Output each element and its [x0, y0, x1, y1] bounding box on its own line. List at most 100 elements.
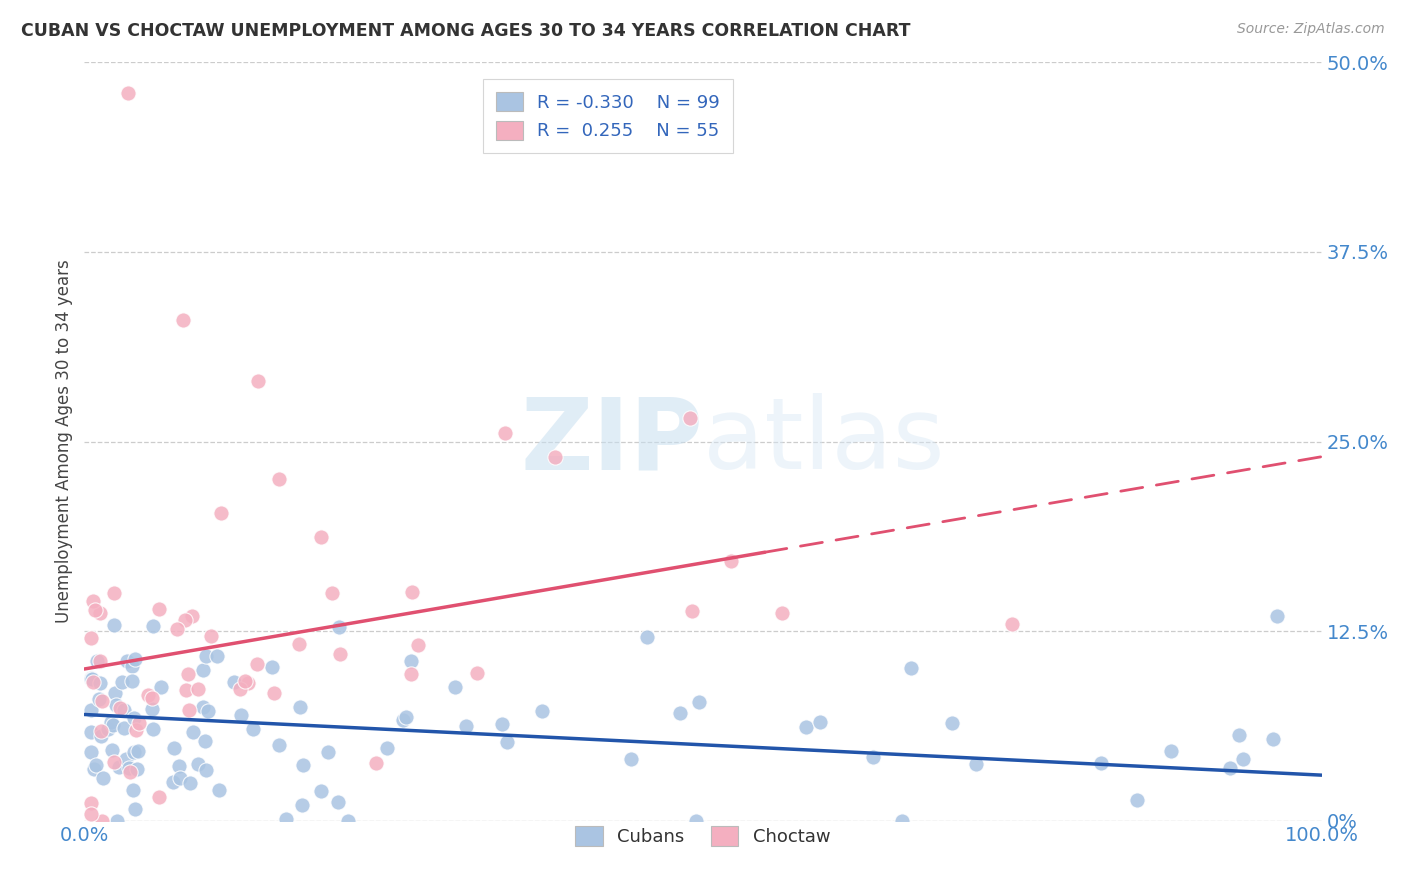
Point	[263, 686, 285, 700]
Point	[107, 760, 129, 774]
Text: Source: ZipAtlas.com: Source: ZipAtlas.com	[1237, 22, 1385, 37]
Point	[197, 704, 219, 718]
Point	[236, 676, 259, 690]
Point	[79, 796, 101, 810]
Point	[100, 714, 122, 729]
Point	[101, 743, 124, 757]
Text: atlas: atlas	[703, 393, 945, 490]
Point	[128, 715, 150, 730]
Point	[679, 411, 702, 425]
Point	[124, 802, 146, 816]
Point	[79, 725, 101, 739]
Point	[720, 554, 742, 568]
Point	[104, 685, 127, 699]
Point	[79, 745, 101, 759]
Point	[890, 814, 912, 828]
Point	[181, 724, 204, 739]
Point	[187, 681, 209, 696]
Point	[531, 705, 554, 719]
Point	[167, 759, 190, 773]
Point	[208, 783, 231, 797]
Point	[233, 673, 256, 688]
Point	[262, 660, 284, 674]
Point	[103, 755, 125, 769]
Point	[90, 723, 112, 738]
Point	[148, 789, 170, 804]
Point	[194, 648, 217, 663]
Point	[79, 703, 101, 717]
Point	[401, 654, 423, 668]
Point	[328, 795, 350, 809]
Point	[90, 694, 112, 708]
Point	[148, 601, 170, 615]
Point	[79, 632, 101, 646]
Point	[79, 806, 101, 821]
Point	[681, 604, 703, 618]
Point	[1227, 728, 1250, 742]
Point	[124, 652, 146, 666]
Point	[364, 756, 387, 770]
Point	[620, 752, 643, 766]
Point	[83, 762, 105, 776]
Point	[115, 751, 138, 765]
Point	[669, 706, 692, 720]
Y-axis label: Unemployment Among Ages 30 to 34 years: Unemployment Among Ages 30 to 34 years	[55, 260, 73, 624]
Point	[242, 722, 264, 736]
Point	[224, 674, 246, 689]
Point	[90, 730, 112, 744]
Point	[794, 720, 817, 734]
Point	[496, 735, 519, 749]
Point	[231, 707, 253, 722]
Text: ZIP: ZIP	[520, 393, 703, 490]
Point	[321, 586, 343, 600]
Point	[87, 692, 110, 706]
Point	[311, 783, 333, 797]
Point	[401, 666, 423, 681]
Point	[115, 654, 138, 668]
Point	[86, 654, 108, 668]
Point	[111, 674, 134, 689]
Point	[101, 718, 124, 732]
Point	[1267, 609, 1289, 624]
Point	[328, 620, 350, 634]
Point	[105, 698, 128, 712]
Point	[246, 657, 269, 671]
Point	[491, 716, 513, 731]
Point	[395, 710, 418, 724]
Point	[205, 648, 228, 663]
Point	[127, 744, 149, 758]
Point	[636, 630, 658, 644]
Point	[193, 699, 215, 714]
Point	[465, 666, 488, 681]
Point	[79, 671, 101, 685]
Point	[91, 771, 114, 785]
Point	[1232, 752, 1254, 766]
Point	[336, 814, 359, 828]
Point	[194, 733, 217, 747]
Point	[494, 425, 516, 440]
Point	[209, 506, 232, 520]
Point	[269, 738, 291, 752]
Point	[142, 722, 165, 736]
Point	[125, 762, 148, 776]
Point	[142, 619, 165, 633]
Point	[246, 374, 269, 388]
Point	[1001, 616, 1024, 631]
Point	[1160, 744, 1182, 758]
Point	[965, 757, 987, 772]
Point	[82, 674, 104, 689]
Point	[136, 688, 159, 702]
Point	[685, 814, 707, 828]
Point	[117, 86, 139, 100]
Point	[122, 782, 145, 797]
Point	[91, 814, 114, 828]
Point	[112, 703, 135, 717]
Text: CUBAN VS CHOCTAW UNEMPLOYMENT AMONG AGES 30 TO 34 YEARS CORRELATION CHART: CUBAN VS CHOCTAW UNEMPLOYMENT AMONG AGES…	[21, 22, 911, 40]
Point	[172, 313, 194, 327]
Point	[124, 710, 146, 724]
Point	[82, 673, 104, 687]
Point	[174, 682, 197, 697]
Point	[121, 674, 143, 689]
Point	[408, 638, 430, 652]
Point	[86, 758, 108, 772]
